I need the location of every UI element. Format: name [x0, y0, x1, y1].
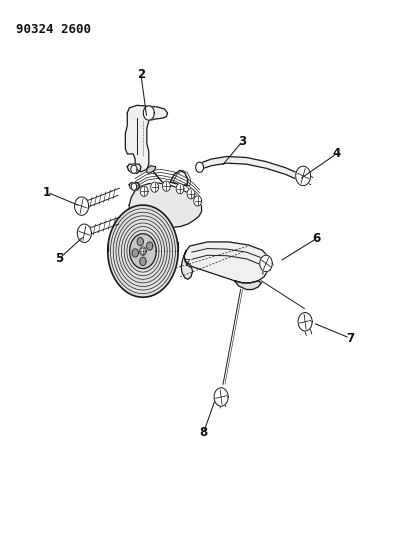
Polygon shape — [131, 165, 137, 173]
Polygon shape — [198, 157, 297, 180]
Polygon shape — [77, 224, 91, 243]
Polygon shape — [137, 237, 143, 246]
Text: 7: 7 — [184, 260, 189, 269]
Text: 7: 7 — [346, 332, 354, 345]
Polygon shape — [125, 106, 168, 172]
Polygon shape — [235, 281, 261, 289]
Polygon shape — [260, 255, 272, 272]
Polygon shape — [194, 196, 201, 206]
Polygon shape — [176, 183, 184, 194]
Polygon shape — [151, 182, 159, 192]
Polygon shape — [298, 312, 312, 331]
Text: 3: 3 — [239, 135, 247, 148]
Polygon shape — [127, 164, 141, 173]
Text: 8: 8 — [199, 426, 208, 439]
Polygon shape — [129, 183, 201, 228]
Polygon shape — [140, 186, 148, 196]
Polygon shape — [214, 388, 228, 406]
Text: 1: 1 — [43, 186, 51, 199]
Polygon shape — [108, 205, 178, 297]
Polygon shape — [147, 242, 153, 250]
Polygon shape — [187, 189, 195, 199]
Polygon shape — [140, 247, 146, 255]
Polygon shape — [140, 248, 145, 254]
Text: 5: 5 — [55, 252, 63, 265]
Polygon shape — [131, 183, 137, 190]
Polygon shape — [184, 242, 269, 283]
Text: 6: 6 — [313, 232, 321, 245]
Polygon shape — [132, 249, 138, 257]
Text: 4: 4 — [332, 148, 341, 160]
Polygon shape — [147, 166, 156, 173]
Polygon shape — [181, 251, 193, 279]
Polygon shape — [140, 257, 146, 265]
Polygon shape — [130, 234, 156, 269]
Polygon shape — [196, 162, 204, 172]
Polygon shape — [162, 181, 170, 191]
Polygon shape — [143, 106, 154, 120]
Text: 2: 2 — [137, 68, 145, 81]
Polygon shape — [74, 197, 89, 215]
Polygon shape — [296, 166, 311, 185]
Polygon shape — [129, 183, 140, 191]
Text: 90324 2600: 90324 2600 — [16, 23, 91, 36]
